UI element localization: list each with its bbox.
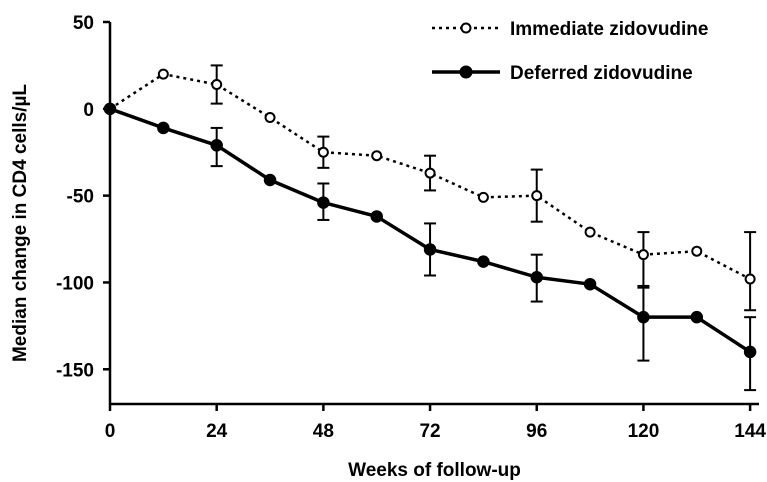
data-point-deferred xyxy=(477,255,490,268)
series-deferred xyxy=(103,102,757,392)
data-point-immediate xyxy=(211,79,223,91)
axis-ticks: 0 24 48 72 96 120 144 50 0 -50 -100 -150 xyxy=(56,13,766,442)
y-axis-label: Median change in CD4 cells/µL xyxy=(10,84,31,362)
legend-marker-immediate xyxy=(460,22,472,34)
x-tick-label: 120 xyxy=(628,421,660,442)
data-point-immediate xyxy=(477,191,489,203)
error-bar-deferred xyxy=(637,286,650,362)
y-tick-label: 0 xyxy=(83,100,94,121)
plot-area xyxy=(103,64,757,392)
data-point-immediate xyxy=(371,150,383,162)
data-point-deferred xyxy=(690,310,704,324)
y-tick-label: -50 xyxy=(67,187,94,208)
data-point-immediate xyxy=(691,245,703,257)
y-tick-label: 50 xyxy=(73,13,94,34)
x-tick-label: 48 xyxy=(313,421,334,442)
legend-item-immediate: Immediate zidovudine xyxy=(432,19,708,40)
data-point-deferred xyxy=(423,243,437,256)
data-point-immediate xyxy=(424,167,436,179)
data-point-deferred xyxy=(317,196,330,209)
error-bar-immediate xyxy=(744,231,757,312)
data-point-immediate xyxy=(264,112,276,123)
data-point-immediate xyxy=(584,226,596,238)
legend-label-immediate: Immediate zidovudine xyxy=(510,19,708,40)
x-tick-label: 96 xyxy=(526,421,547,442)
x-tick-label: 24 xyxy=(206,421,228,442)
y-tick-label: -100 xyxy=(56,273,94,294)
data-point-immediate xyxy=(317,146,329,158)
data-point-immediate xyxy=(744,273,756,285)
x-tick-label: 144 xyxy=(734,421,766,442)
legend-marker-deferred xyxy=(459,65,473,79)
data-point-deferred xyxy=(637,310,650,324)
data-point-deferred xyxy=(157,121,170,135)
data-point-deferred xyxy=(210,139,223,152)
legend-label-deferred: Deferred zidovudine xyxy=(510,63,693,84)
data-point-immediate xyxy=(157,68,169,80)
data-point-deferred xyxy=(263,173,277,187)
data-point-immediate xyxy=(637,249,649,261)
data-point-deferred xyxy=(370,210,383,223)
data-point-deferred xyxy=(583,277,597,291)
legend-item-deferred: Deferred zidovudine xyxy=(432,63,693,84)
x-axis-label: Weeks of follow-up xyxy=(348,460,521,481)
data-point-deferred xyxy=(743,345,757,359)
data-point-deferred xyxy=(530,270,543,284)
x-tick-label: 0 xyxy=(105,421,116,442)
x-tick-label: 72 xyxy=(419,421,440,442)
axes xyxy=(108,22,759,406)
series-immediate xyxy=(104,64,757,312)
legend: Immediate zidovudine Deferred zidovudine xyxy=(432,19,708,84)
data-point-immediate xyxy=(531,190,543,202)
y-tick-label: -150 xyxy=(56,360,94,381)
